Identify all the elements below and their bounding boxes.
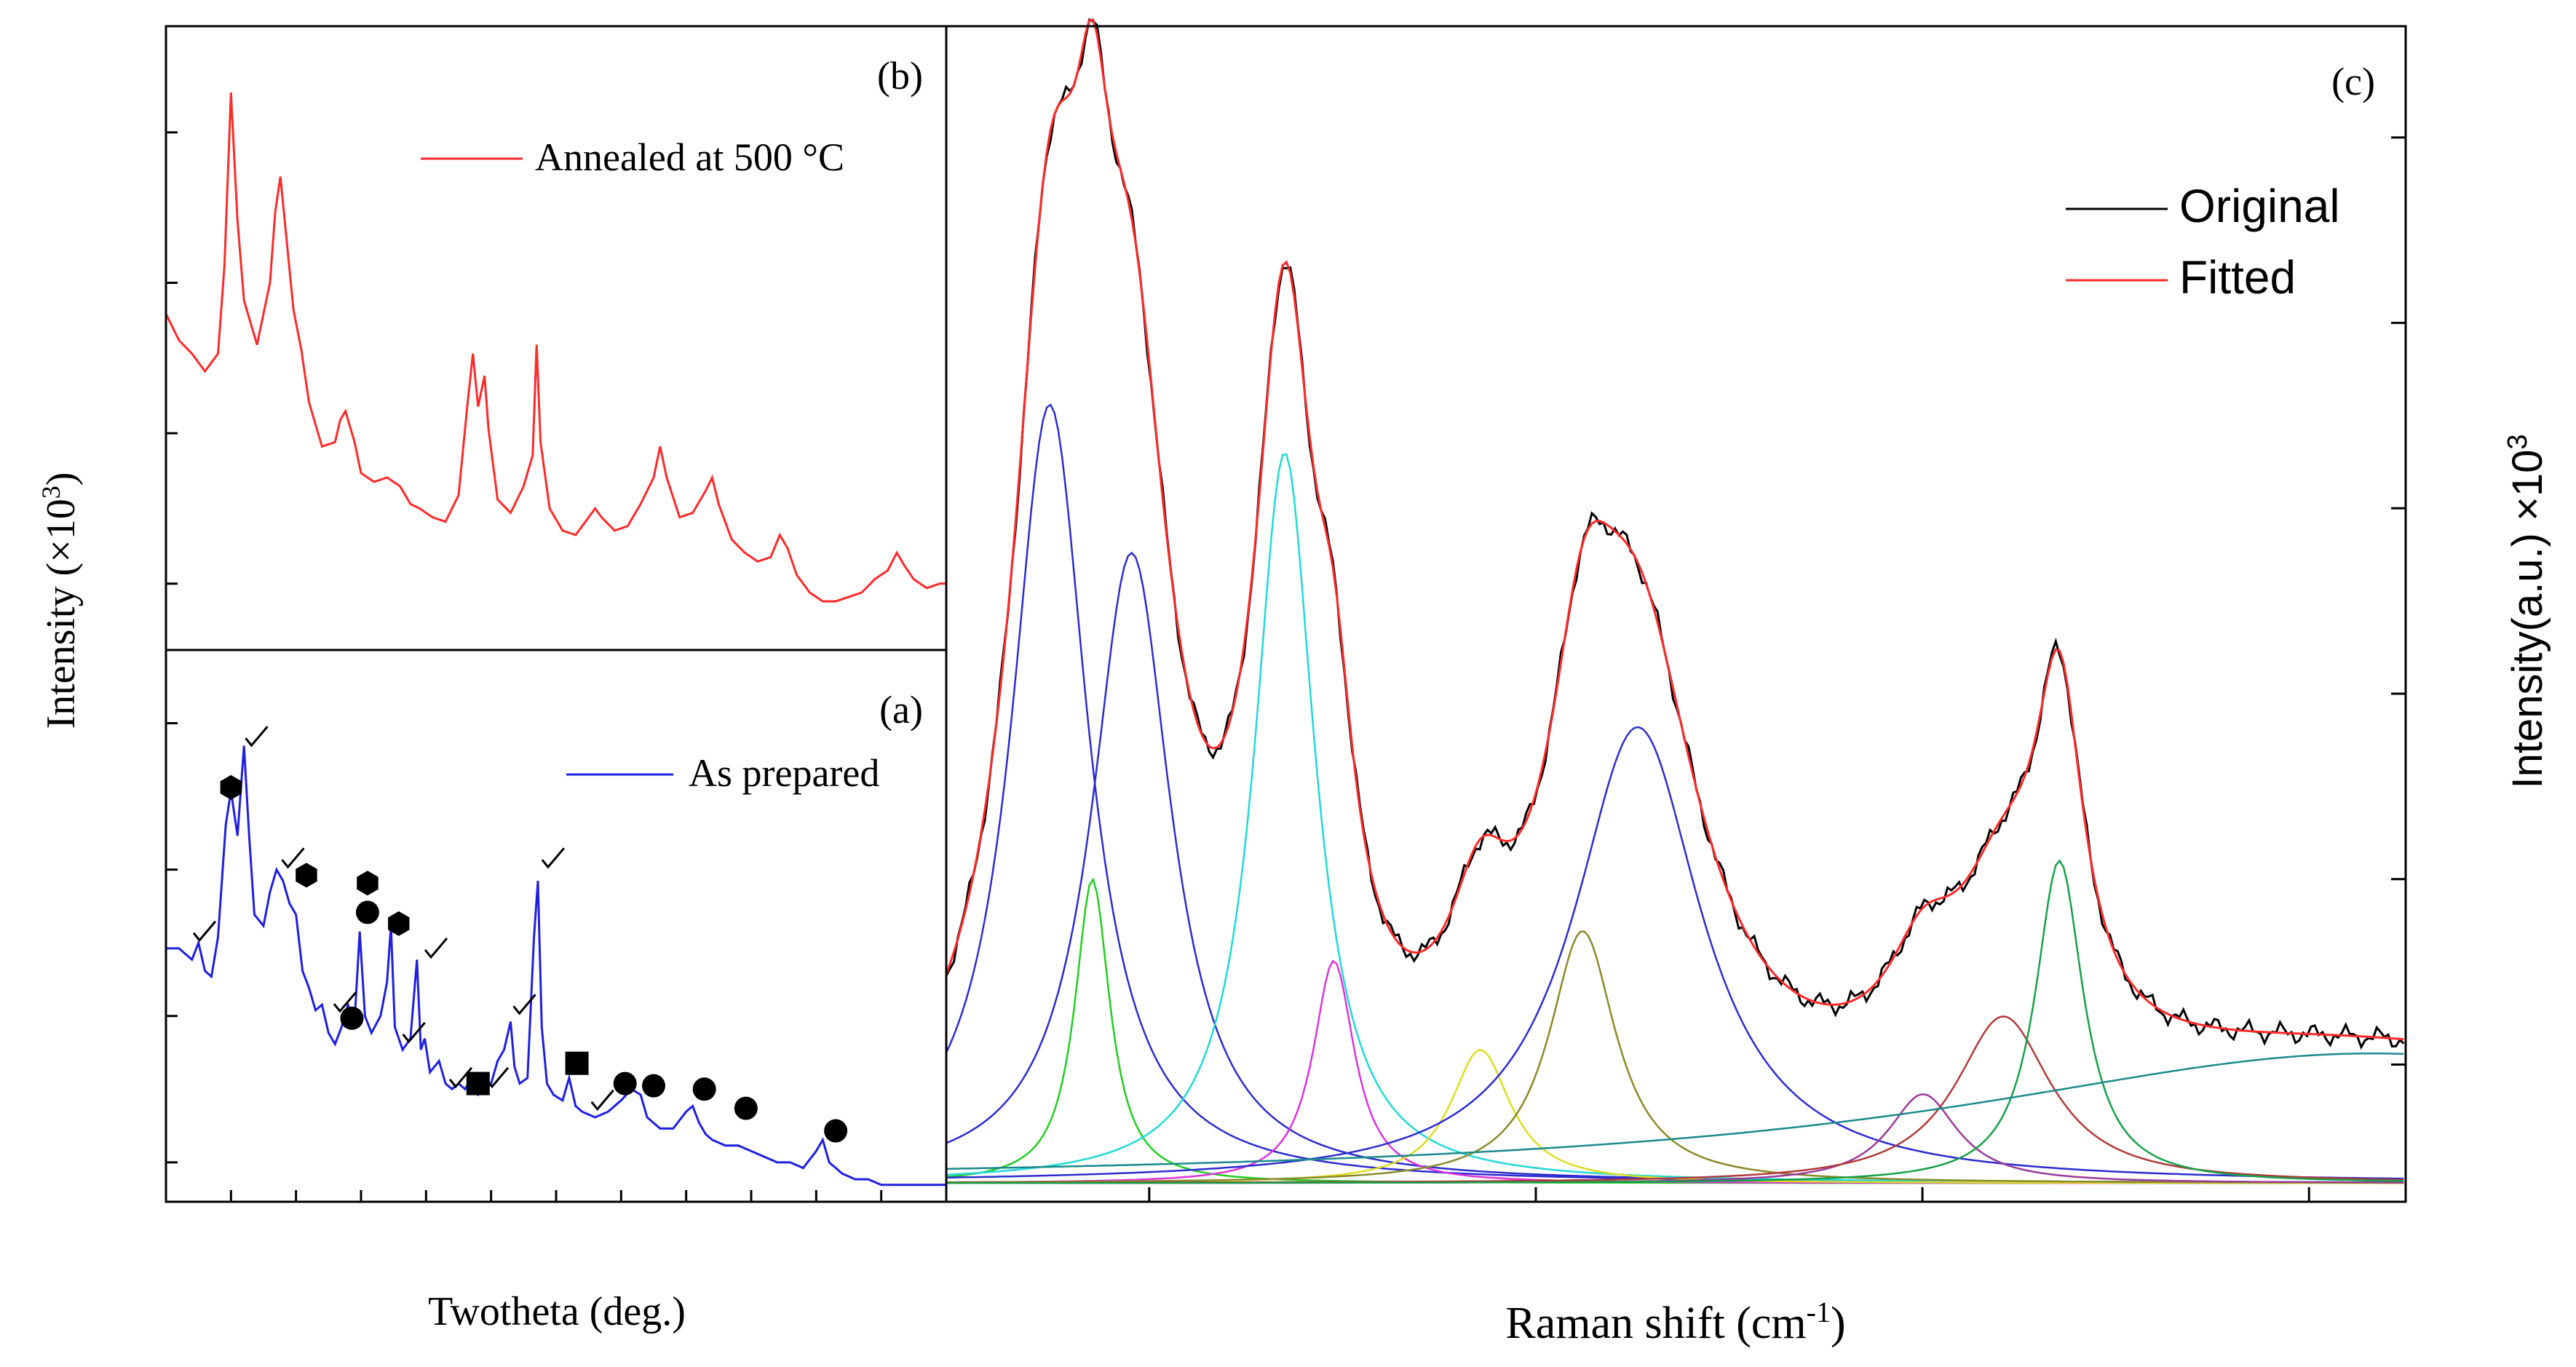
panel-b-label: (b) xyxy=(877,54,923,98)
circle-marker xyxy=(613,1071,637,1095)
legend-c-fitted-label: Fitted xyxy=(2179,251,2296,304)
panel-c: (c) Original Fitted Raman shift (cm-1) I… xyxy=(945,17,2551,1349)
panel-c-label: (c) xyxy=(2331,60,2375,103)
check-marker xyxy=(245,726,269,748)
circle-marker xyxy=(355,900,379,924)
check-marker xyxy=(485,1066,510,1089)
hexagon-marker xyxy=(388,911,410,936)
series-fitted-line xyxy=(945,18,2404,1041)
check-marker xyxy=(590,1089,614,1112)
fit-component-line xyxy=(946,859,2404,1184)
circle-marker xyxy=(642,1074,665,1098)
check-marker xyxy=(192,920,217,943)
panel-c-frame xyxy=(945,25,2407,1203)
circle-marker xyxy=(692,1077,716,1101)
hexagon-marker xyxy=(357,871,379,896)
fit-component-line xyxy=(946,726,2404,1180)
panel-ab-ylabel: Intensity (×103) xyxy=(36,472,84,729)
series-annealed-line xyxy=(165,92,946,603)
panel-c-ylabel: Intensity(a.u.) ×103 xyxy=(2502,434,2551,788)
panel-c-xlabel: Raman shift (cm-1) xyxy=(1505,1296,1845,1349)
hexagon-marker xyxy=(296,863,317,888)
panel-a: (a) As prepared xyxy=(165,649,948,1203)
legend-c-original-label: Original xyxy=(2179,180,2340,232)
panel-a-label: (a) xyxy=(879,688,923,732)
legend-b-label: Annealed at 500 °C xyxy=(535,135,844,179)
check-marker xyxy=(281,847,305,869)
hexagon-marker xyxy=(220,774,242,800)
check-marker xyxy=(541,847,565,869)
check-marker xyxy=(448,1066,473,1089)
check-marker xyxy=(402,1021,426,1044)
fit-component-line xyxy=(946,1052,2404,1170)
circle-marker xyxy=(734,1096,758,1120)
circle-marker xyxy=(824,1119,848,1143)
check-marker xyxy=(512,994,536,1015)
square-marker xyxy=(466,1071,490,1095)
check-marker xyxy=(333,991,357,1013)
check-marker xyxy=(424,937,448,959)
legend-a-label: As prepared xyxy=(689,751,879,795)
circle-marker xyxy=(340,1006,364,1030)
square-marker xyxy=(565,1051,589,1075)
panel-ab-xlabel: Twotheta (deg.) xyxy=(428,1289,686,1334)
fit-component-line xyxy=(946,930,2404,1184)
